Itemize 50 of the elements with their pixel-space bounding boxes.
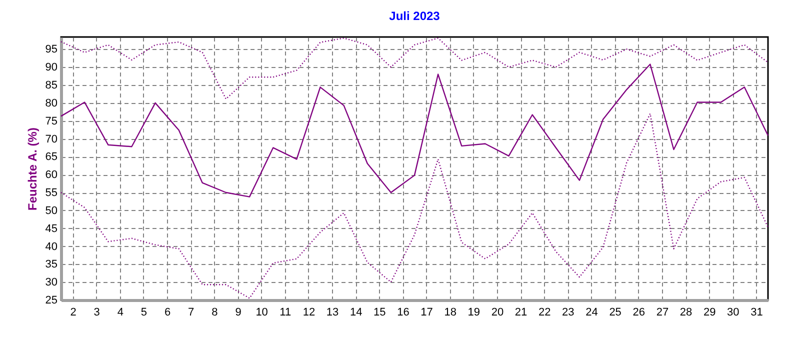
x-tick-label: 2 (70, 306, 76, 318)
x-tick-label: 29 (703, 306, 716, 318)
x-tick-label: 9 (235, 306, 242, 318)
y-tick-label: 45 (45, 222, 58, 235)
y-tick-label: 65 (45, 151, 58, 164)
x-tick-label: 10 (256, 306, 268, 318)
line-series (60, 37, 769, 100)
y-tick-label: 80 (45, 97, 58, 110)
y-tick-label: 50 (45, 204, 58, 217)
x-tick-label: 22 (538, 306, 551, 318)
y-tick-label: 25 (45, 294, 58, 306)
y-tick-label: 40 (45, 240, 58, 253)
x-tick-label: 8 (212, 306, 218, 318)
y-tick-label: 55 (45, 187, 58, 200)
x-tick-label: 28 (680, 306, 692, 318)
x-tick-label: 27 (656, 306, 669, 318)
x-tick-label: 4 (117, 306, 124, 318)
x-tick-label: 21 (514, 306, 528, 318)
x-tick-label: 5 (140, 306, 148, 318)
x-tick-label: 20 (491, 306, 504, 318)
y-tick-label: 75 (45, 115, 58, 128)
y-tick-label: 90 (45, 62, 58, 74)
y-tick-label: 85 (45, 80, 58, 92)
x-tick-label: 26 (632, 306, 646, 318)
x-tick-label: 3 (94, 306, 100, 318)
x-tick-label: 15 (374, 306, 386, 318)
y-tick-label: 70 (45, 133, 58, 146)
x-tick-label: 25 (609, 306, 622, 318)
x-tick-label: 14 (350, 306, 362, 318)
line-series (60, 113, 769, 299)
y-tick-label: 60 (45, 169, 58, 182)
x-tick-label: 24 (586, 306, 598, 318)
x-tick-label: 13 (326, 306, 339, 318)
y-tick-label: 95 (45, 44, 58, 56)
chart-title: Juli 2023 (389, 9, 440, 23)
x-tick-label: 6 (164, 306, 171, 318)
x-tick-label: 7 (188, 306, 194, 318)
x-tick-label: 30 (727, 306, 740, 318)
y-tick-label: 30 (45, 276, 58, 289)
x-tick-label: 18 (444, 306, 456, 318)
x-tick-label: 23 (562, 306, 574, 318)
x-tick-label: 11 (280, 306, 292, 318)
y-tick-label: 35 (45, 258, 58, 271)
line-series (60, 64, 769, 198)
x-tick-label: 19 (468, 306, 480, 318)
y-axis-title: Feuchte A. (%) (25, 128, 40, 210)
x-tick-label: 31 (750, 306, 763, 318)
x-tick-label: 12 (302, 306, 316, 318)
x-tick-label: 17 (420, 306, 433, 318)
x-tick-label: 16 (397, 306, 410, 318)
